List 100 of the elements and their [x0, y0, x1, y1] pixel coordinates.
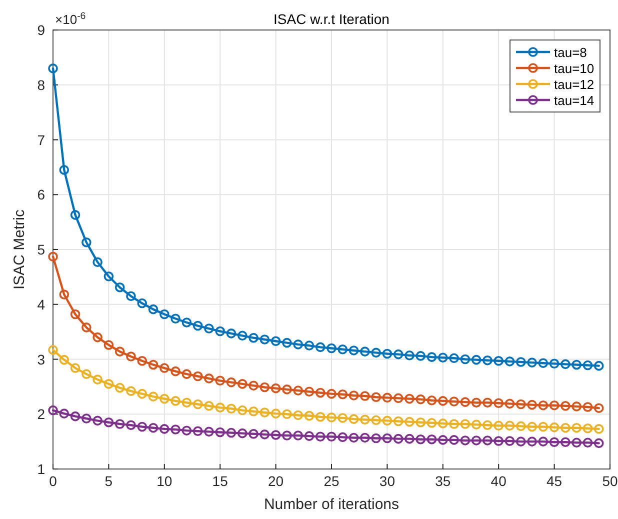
- point: [393, 434, 404, 444]
- point: [270, 408, 281, 418]
- point: [315, 412, 326, 422]
- point: [382, 392, 392, 403]
- point: [393, 393, 404, 404]
- legend-label: tau=8: [554, 45, 587, 60]
- point: [582, 423, 593, 434]
- point: [293, 340, 303, 350]
- point: [248, 428, 258, 439]
- y-tick-label: 6: [37, 186, 46, 203]
- point: [360, 414, 370, 425]
- point: [182, 369, 192, 379]
- point: [572, 402, 582, 412]
- point: [404, 394, 414, 404]
- point: [170, 314, 180, 324]
- point: [326, 432, 336, 442]
- point: [226, 377, 236, 388]
- point: [538, 422, 548, 432]
- point: [160, 363, 170, 373]
- point: [70, 363, 80, 373]
- point: [393, 349, 404, 360]
- point: [348, 414, 359, 424]
- point: [460, 397, 470, 407]
- point: [270, 383, 281, 394]
- point: [582, 438, 593, 448]
- point: [248, 406, 258, 416]
- y-tick-label: 1: [37, 461, 46, 477]
- x-tick-label: 40: [490, 473, 507, 489]
- point: [59, 290, 70, 300]
- point: [270, 430, 281, 440]
- point: [449, 353, 459, 364]
- point: [582, 360, 593, 370]
- point: [148, 422, 158, 433]
- legend-label: tau=10: [554, 61, 594, 76]
- point: [594, 438, 604, 448]
- point: [549, 358, 560, 369]
- legend-label: tau=14: [554, 93, 594, 108]
- point: [226, 404, 236, 414]
- point: [404, 416, 414, 427]
- point: [59, 354, 70, 365]
- point: [326, 388, 336, 399]
- point: [114, 346, 125, 356]
- point: [527, 400, 537, 410]
- point: [471, 420, 482, 430]
- point: [92, 374, 102, 384]
- point: [504, 420, 515, 431]
- point: [360, 432, 370, 443]
- point: [192, 371, 203, 382]
- point: [182, 426, 192, 436]
- point: [104, 417, 114, 428]
- point: [449, 419, 459, 429]
- point: [215, 427, 225, 438]
- point: [192, 399, 203, 410]
- point: [114, 419, 125, 429]
- point: [438, 418, 448, 428]
- point: [404, 350, 414, 360]
- point: [338, 389, 348, 400]
- point: [82, 369, 92, 379]
- point: [504, 356, 515, 366]
- point: [494, 356, 504, 366]
- y-tick-label: 9: [37, 22, 46, 38]
- point: [215, 376, 225, 386]
- point: [348, 390, 359, 400]
- point: [549, 437, 560, 448]
- point: [82, 414, 92, 424]
- chart-title: ISAC w.r.t Iteration: [274, 11, 390, 27]
- point: [48, 64, 58, 74]
- point: [348, 432, 359, 443]
- point: [326, 412, 336, 422]
- point: [416, 394, 426, 404]
- point: [516, 436, 526, 446]
- point: [137, 422, 148, 432]
- point: [226, 428, 236, 438]
- y-tick-label: 5: [37, 242, 46, 258]
- point: [160, 394, 170, 404]
- point: [82, 322, 92, 332]
- point: [471, 398, 482, 408]
- point: [215, 326, 225, 336]
- point: [426, 434, 437, 444]
- point: [70, 309, 80, 320]
- point: [126, 420, 136, 430]
- point: [504, 398, 515, 409]
- point: [438, 352, 448, 363]
- point: [92, 332, 102, 342]
- point: [582, 402, 593, 412]
- point: [304, 410, 314, 421]
- point: [293, 386, 303, 396]
- point: [260, 408, 270, 418]
- point: [126, 291, 136, 302]
- x-tick-label: 50: [602, 473, 618, 489]
- point: [348, 346, 359, 356]
- point: [260, 382, 270, 392]
- point: [170, 396, 180, 406]
- point: [282, 430, 292, 440]
- x-tick-label: 15: [212, 473, 228, 489]
- text: ×10$^{-6}$: [55, 10, 86, 27]
- x-tick-label: 30: [379, 473, 396, 489]
- legend-label: tau=12: [554, 77, 594, 92]
- point: [572, 422, 582, 433]
- point: [438, 396, 448, 406]
